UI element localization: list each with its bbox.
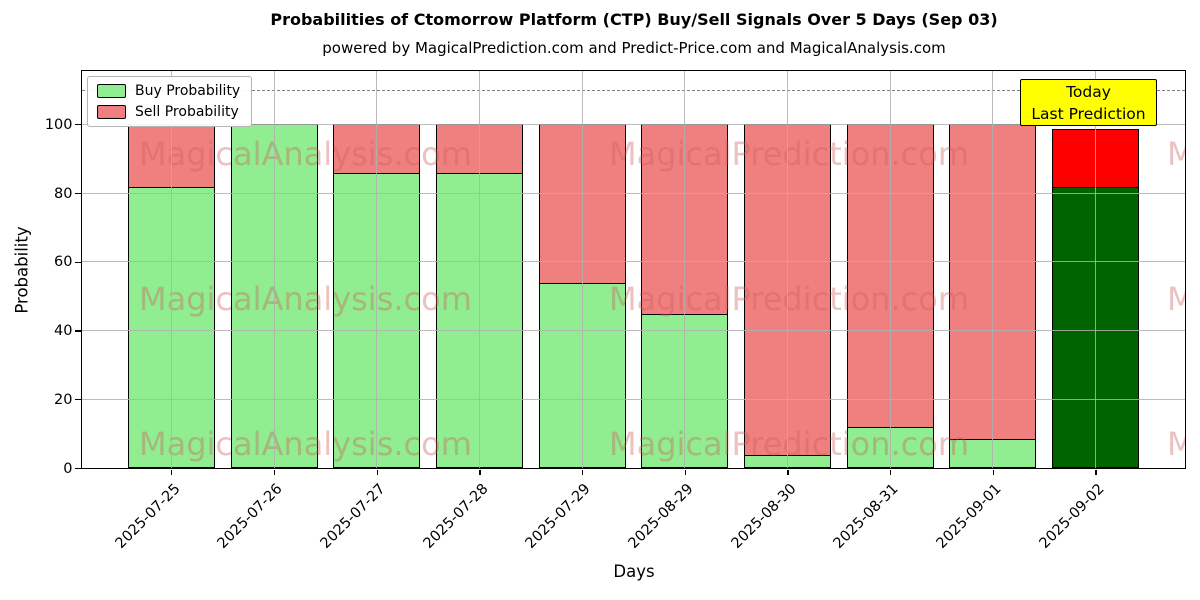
annotation-line-2: Last Prediction: [1031, 104, 1146, 123]
today-last-prediction-box: Today Last Prediction: [1020, 79, 1157, 126]
y-gridline: [82, 123, 1185, 125]
legend-entry-sell: Sell Probability: [97, 105, 240, 119]
buy-legend-label: Buy Probability: [135, 83, 241, 99]
buy-swatch-icon: [97, 84, 126, 98]
x-tick-mark: [273, 470, 276, 475]
y-axis-label: Probability: [12, 226, 32, 314]
y-tick-mark: [75, 261, 81, 263]
watermark-row: MagicalAnalysis.com MagicalPrediction.com…: [82, 135, 1185, 175]
chart-subtitle: powered by MagicalPrediction.com and Pre…: [322, 39, 946, 57]
sell-legend-label: Sell Probability: [135, 104, 239, 120]
y-tick-mark: [75, 124, 81, 126]
watermark-analysis: MagicalAnalysis.com: [139, 135, 472, 173]
y-tick-label: 0: [63, 460, 73, 477]
y-tick-mark: [75, 192, 81, 195]
x-tick-mark: [787, 470, 789, 475]
y-gridline: [82, 398, 1185, 400]
watermark-partial: M: [1167, 280, 1185, 318]
legend-entry-buy: Buy Probability: [97, 84, 240, 98]
x-tick-label-text: 2025-07-29: [522, 480, 594, 552]
watermark-analysis: MagicalAnalysis.com: [139, 280, 472, 318]
x-tick-mark: [479, 470, 481, 475]
x-axis-label: Days: [613, 562, 655, 581]
y-tick-label: 20: [54, 391, 73, 408]
x-gridline: [376, 71, 378, 468]
annotation-line-1: Today: [1066, 83, 1111, 101]
y-tick-label: 80: [54, 185, 73, 202]
y-gridline: [82, 192, 1185, 194]
x-tick-label-text: 2025-08-29: [625, 480, 697, 552]
chart-title: Probabilities of Ctomorrow Platform (CTP…: [270, 10, 998, 29]
watermark-partial: M: [1167, 135, 1185, 173]
x-gridline: [992, 71, 994, 468]
plot-area: Buy Probability Sell Probability Today L…: [81, 70, 1186, 469]
x-tick-mark: [890, 470, 892, 475]
x-tick-mark: [376, 470, 378, 475]
y-tick-mark: [75, 330, 81, 332]
x-gridline: [478, 71, 480, 468]
y-tick-mark: [75, 467, 81, 470]
y-gridline: [82, 261, 1185, 263]
x-gridline: [581, 71, 583, 468]
x-tick-label-text: 2025-09-01: [933, 480, 1005, 552]
x-tick-label-text: 2025-08-31: [831, 480, 903, 552]
x-tick-label-text: 2025-07-27: [317, 480, 389, 552]
y-tick-label: 60: [54, 254, 73, 271]
x-tick-mark: [1095, 470, 1097, 475]
x-gridline: [1095, 71, 1097, 468]
x-tick-label-text: 2025-08-30: [728, 480, 800, 552]
x-tick-label-text: 2025-07-28: [420, 480, 492, 552]
sell-swatch-icon: [97, 105, 126, 119]
y-tick-label: 40: [54, 323, 73, 339]
x-gridline: [787, 71, 788, 468]
x-gridline: [170, 71, 172, 468]
x-tick-label-text: 2025-09-02: [1036, 480, 1108, 552]
x-gridline: [273, 71, 275, 468]
x-gridline: [684, 71, 686, 468]
watermark-partial: M: [1167, 425, 1185, 463]
y-tick-label: 100: [44, 116, 73, 133]
watermark-prediction: MagicalPrediction.com: [609, 135, 969, 173]
watermark-row: MagicalAnalysis.com MagicalPrediction.com…: [82, 425, 1185, 465]
x-tick-mark: [171, 470, 173, 475]
watermark-prediction: MagicalPrediction.com: [609, 425, 969, 463]
x-tick-mark: [684, 470, 686, 475]
x-tick-mark: [992, 470, 995, 475]
watermark-prediction: MagicalPrediction.com: [609, 280, 969, 318]
x-tick-label-text: 2025-07-25: [112, 480, 184, 552]
y-tick-mark: [75, 399, 81, 401]
watermark-analysis: MagicalAnalysis.com: [139, 425, 472, 463]
legend: Buy Probability Sell Probability: [87, 76, 253, 127]
x-gridline: [889, 71, 891, 468]
x-tick-label-text: 2025-07-26: [214, 480, 286, 552]
y-gridline: [82, 330, 1185, 332]
dashed-threshold-line: [82, 89, 1185, 91]
x-tick-mark: [581, 470, 584, 475]
watermark-row: MagicalAnalysis.com MagicalPrediction.com…: [82, 280, 1185, 320]
